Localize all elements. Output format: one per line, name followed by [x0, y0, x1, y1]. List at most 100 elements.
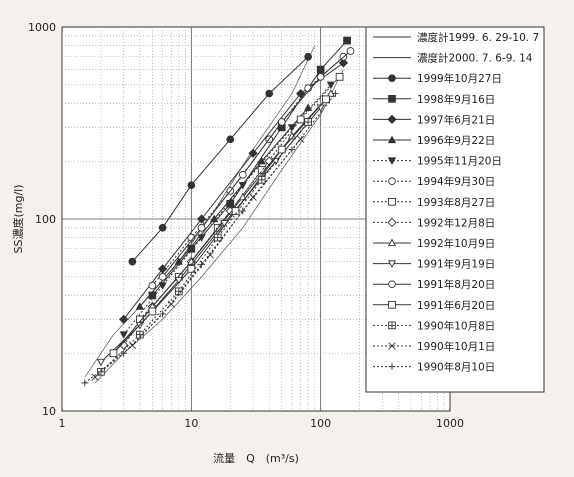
series-point-shape: [187, 244, 196, 253]
series-point: [248, 148, 258, 158]
legend-marker: [388, 363, 396, 370]
series-point: [148, 307, 157, 316]
series-point: [187, 265, 196, 273]
series-point-shape: [226, 199, 235, 208]
series-point-shape: [196, 214, 207, 224]
series-point: [148, 281, 157, 290]
legend-marker: [388, 74, 396, 83]
series-point: [295, 88, 306, 99]
legend-box: [365, 26, 545, 393]
series-point-shape: [277, 145, 286, 154]
series-point-shape: [277, 118, 286, 126]
series-point-shape: [174, 257, 183, 265]
series-point: [109, 349, 118, 358]
series-line: [132, 56, 309, 262]
series-point: [213, 233, 222, 242]
series-point: [226, 135, 235, 144]
series-point-shape: [119, 314, 129, 325]
series-point: [196, 214, 207, 224]
series-point-shape: [249, 193, 257, 201]
series-point-shape: [119, 331, 128, 339]
series-point-shape: [248, 148, 258, 158]
series-point-shape: [109, 349, 118, 358]
series-point-shape: [187, 265, 196, 273]
legend-label: 1991年9月19日: [417, 258, 495, 271]
series-point-shape: [238, 182, 247, 190]
legend-label: 1993年8月27日: [417, 196, 495, 209]
series-point-shape: [158, 272, 167, 281]
legend-marker: [388, 342, 396, 350]
legend-label: 1991年6月20日: [417, 299, 495, 312]
x-tick-label: 1000: [436, 417, 464, 430]
series-point-shape: [304, 52, 312, 61]
legend-label: 1996年9月22日: [417, 134, 495, 147]
series-point: [257, 175, 266, 184]
x-tick-label: 100: [310, 417, 331, 430]
legend-label: 1992年12月8日: [417, 216, 495, 229]
legend-label: 濃度計2000. 7. 6-9. 14: [417, 52, 533, 65]
series-point: [338, 58, 349, 68]
series-line: [113, 93, 332, 354]
series-point-shape: [238, 170, 247, 179]
series-point: [238, 170, 247, 179]
legend-label: 1990年10月8日: [417, 319, 495, 332]
series-point: [296, 115, 305, 124]
series-point: [296, 135, 305, 144]
series-point: [332, 90, 339, 97]
series-point: [120, 349, 128, 357]
series-point: [239, 207, 247, 215]
series-point-shape: [197, 234, 206, 242]
series-line: [84, 45, 316, 378]
series-point-shape: [343, 36, 351, 45]
series-point: [277, 145, 286, 154]
series-point-shape: [257, 156, 266, 165]
legend-label: 1990年8月10日: [417, 361, 495, 374]
legend-marker: [387, 260, 397, 268]
series-layer: [81, 36, 355, 387]
series-point: [226, 199, 235, 208]
y-axis-label: SS濃度(mg/l): [11, 184, 25, 253]
x-tick-label: 1: [59, 417, 66, 430]
x-axis-label: 流量 Q (m³/s): [213, 451, 299, 465]
series-point-shape: [322, 95, 330, 104]
legend-label: 1999年10月27日: [417, 72, 502, 85]
legend-marker-shape: [388, 74, 396, 83]
legend: 濃度計1999. 6. 29-10. 7 濃度計2000. 7. 6-9. 14 1…: [365, 26, 545, 393]
series-point: [304, 52, 312, 61]
series-point-shape: [296, 135, 305, 144]
legend-marker-shape: [388, 342, 396, 350]
series-point-shape: [187, 181, 196, 190]
series-point: [158, 272, 167, 281]
legend-label: 1991年8月20日: [417, 278, 495, 291]
series-point-shape: [316, 73, 325, 81]
series-point: [135, 302, 145, 310]
legend-marker: [387, 157, 397, 165]
series-line: [162, 50, 351, 278]
y-tick-label: 100: [35, 213, 56, 226]
series-point-shape: [158, 223, 167, 232]
series-point: [197, 234, 206, 242]
series-point: [231, 207, 240, 215]
x-tick-label: 10: [184, 417, 198, 430]
legend-marker: [388, 321, 396, 330]
legend-marker-shape: [388, 280, 396, 289]
legend-marker-shape: [387, 135, 397, 144]
series-line: [152, 40, 348, 296]
series-point-shape: [158, 282, 167, 290]
series-line: [113, 98, 327, 354]
series-point-shape: [326, 81, 336, 90]
legend-label: 1998年9月16日: [417, 93, 495, 106]
series-point: [197, 223, 206, 232]
legend-label: 1995年11月20日: [417, 155, 502, 168]
legend-marker-shape: [387, 114, 397, 125]
legend-marker: [388, 197, 396, 206]
series-point: [316, 73, 325, 81]
y-tick-label: 1000: [28, 21, 56, 34]
legend-marker-shape: [388, 177, 396, 186]
legend-marker-shape: [387, 238, 397, 247]
series-point-shape: [197, 223, 206, 232]
series-point-shape: [231, 207, 240, 215]
legend-marker: [387, 217, 397, 228]
legend-marker-shape: [388, 94, 396, 103]
series-point-shape: [316, 65, 325, 74]
